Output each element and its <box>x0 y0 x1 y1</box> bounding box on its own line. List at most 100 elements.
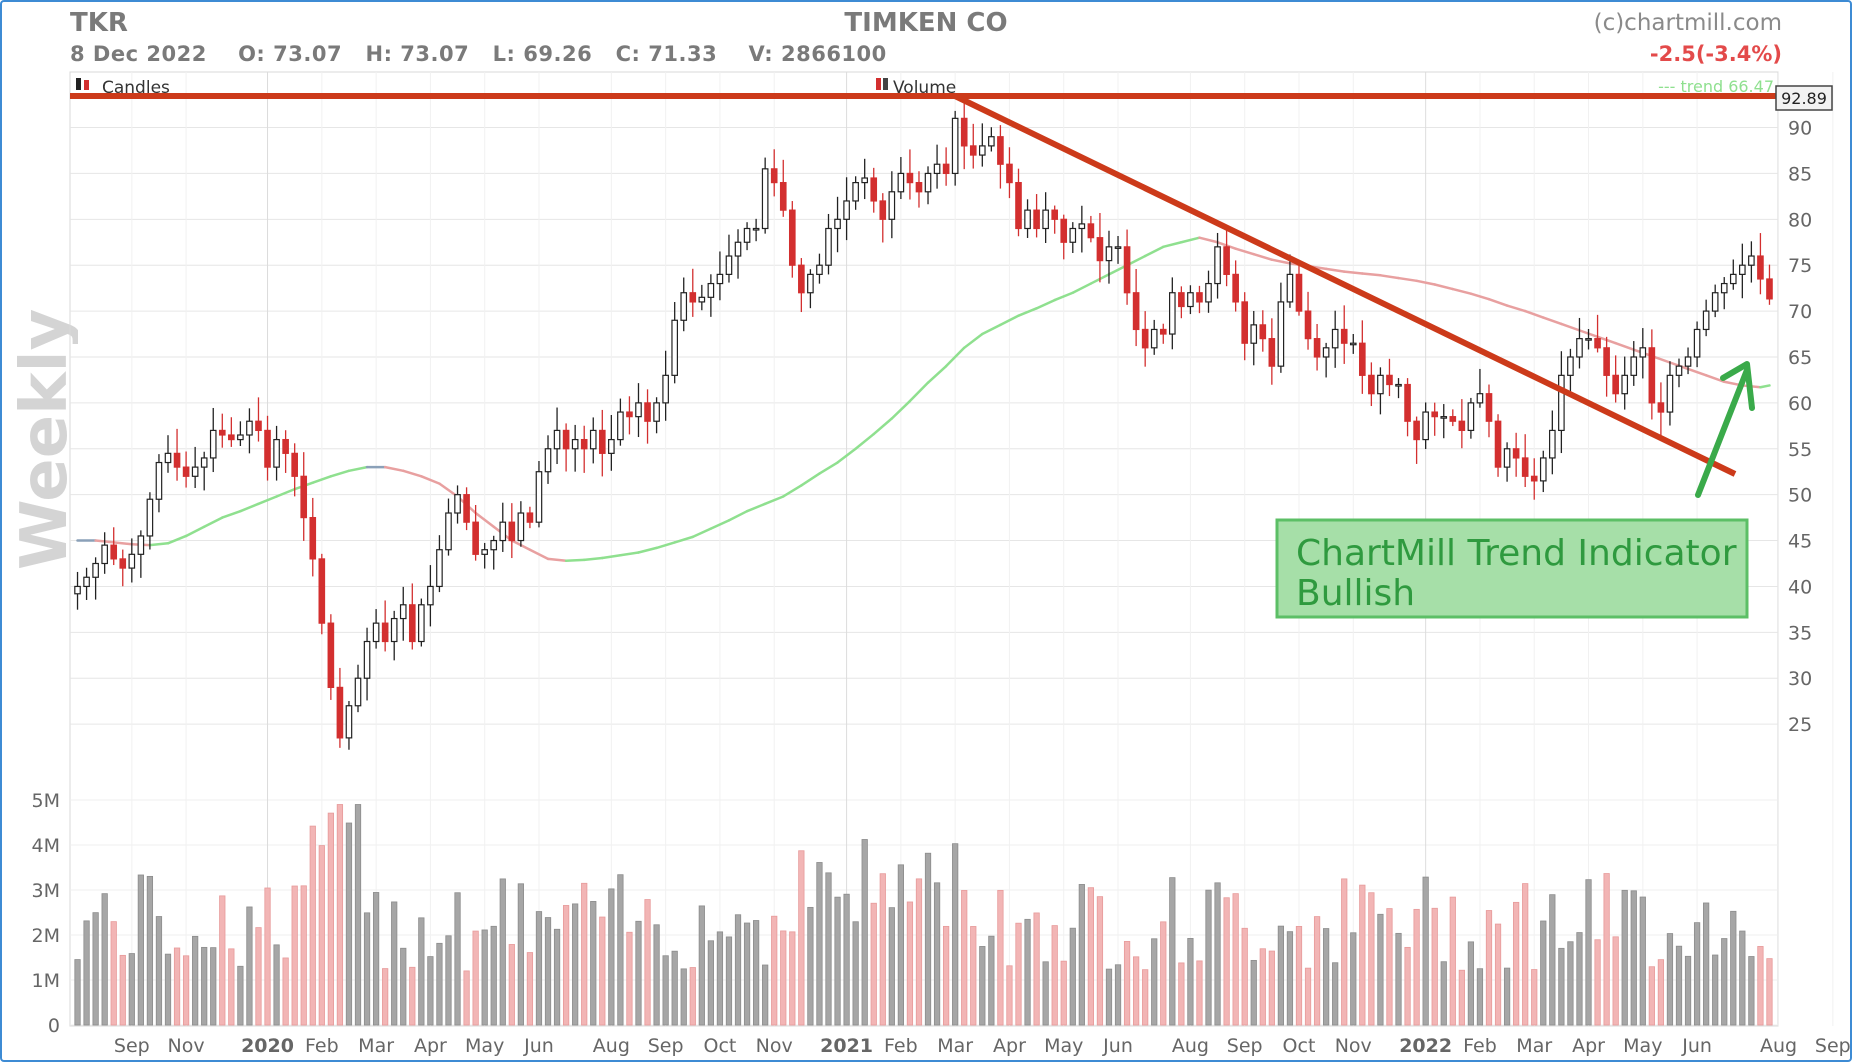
trend-segment <box>528 548 550 561</box>
candle-body <box>182 466 190 477</box>
volume-bar <box>924 852 932 1026</box>
volume-bar <box>1531 969 1538 1026</box>
volume-bar <box>1250 959 1257 1026</box>
candle-body <box>598 429 606 454</box>
candle-body <box>83 576 90 588</box>
candle-body <box>155 461 163 500</box>
trend-segment <box>655 541 676 550</box>
time-axis: Sep Nov 2020 Feb Mar Apr May Jun Aug Sep Oct Nov 202… <box>114 1035 1851 1057</box>
trend-segment <box>1342 270 1364 275</box>
volume-bar <box>436 942 443 1026</box>
candle-body <box>816 264 823 275</box>
price-tick-label: 85 <box>1788 163 1812 185</box>
candle-body <box>1205 282 1212 303</box>
volume-bar <box>1576 932 1583 1026</box>
volume-bar <box>1422 876 1429 1026</box>
volume-bar <box>517 883 524 1026</box>
candle-body <box>110 544 118 560</box>
candle-body <box>1060 218 1068 243</box>
volume-bar <box>1703 902 1710 1026</box>
volume-bar <box>291 885 298 1026</box>
volume-bar <box>1196 960 1203 1026</box>
candle-body <box>1322 347 1330 358</box>
copyright-link[interactable]: (c)chartmill.com <box>1593 10 1782 36</box>
volume-bar <box>1214 882 1221 1026</box>
trend-segment <box>999 314 1020 327</box>
volume-bar <box>888 907 895 1026</box>
volume-bar <box>372 892 380 1026</box>
candle-body <box>1377 374 1384 395</box>
trend-segment <box>1017 307 1038 317</box>
volume-bar <box>734 914 742 1026</box>
volume-bar <box>599 916 606 1026</box>
volume-bar <box>1721 938 1728 1026</box>
candle-body <box>1603 347 1610 376</box>
volume-bar <box>463 970 470 1026</box>
volume-bar <box>336 804 344 1026</box>
volume-bar <box>644 899 651 1026</box>
volume-bar <box>1684 955 1692 1026</box>
volume-bar <box>635 920 642 1026</box>
candle-body <box>1132 292 1140 331</box>
time-tick-label: May <box>465 1035 504 1057</box>
candle-body <box>1042 209 1049 230</box>
volume-bar <box>1169 877 1176 1026</box>
candle-body <box>1467 402 1475 432</box>
candle-body <box>1476 393 1484 404</box>
volume-bar <box>210 947 217 1026</box>
low-label: L: <box>492 42 516 66</box>
volume-bar <box>970 926 977 1026</box>
candle-body <box>897 172 905 193</box>
volume-bar <box>1187 938 1194 1026</box>
candle-body <box>390 617 398 643</box>
price-tag-box <box>1775 85 1833 111</box>
time-tick-label: Sep <box>1227 1035 1263 1057</box>
volume-bar <box>870 902 877 1026</box>
volume-bar <box>626 931 633 1026</box>
candle-body <box>137 535 145 555</box>
candle-body <box>580 438 588 450</box>
volume-bar <box>481 929 488 1026</box>
volume-bar <box>255 927 262 1026</box>
candle-body <box>571 438 579 450</box>
volume-bar <box>535 911 543 1026</box>
price-tag: 92.89 <box>1781 89 1827 108</box>
volume-bar <box>1268 950 1275 1026</box>
volume-bar <box>137 874 144 1026</box>
candle-body <box>209 429 217 459</box>
volume-bar <box>382 968 389 1026</box>
time-tick-label: Feb <box>1463 1035 1497 1057</box>
price-tick-label: 70 <box>1788 301 1812 323</box>
weekly-watermark: Weekly <box>8 309 78 570</box>
time-tick-label: Jun <box>523 1035 554 1057</box>
volume-tick-label: 5M <box>32 790 60 812</box>
trend-segment <box>184 525 206 538</box>
volume-bar <box>1223 897 1230 1026</box>
volume-bar <box>391 901 398 1026</box>
candle-body <box>1512 448 1520 459</box>
candle-body <box>1567 356 1574 376</box>
trend-segment <box>854 432 875 451</box>
volume-bar <box>300 885 307 1026</box>
time-tick-label: Feb <box>305 1035 339 1057</box>
volume-bar <box>798 850 805 1026</box>
volume-bar <box>264 887 271 1026</box>
candle-body <box>635 402 642 418</box>
volume-bar <box>201 946 208 1026</box>
candle-body <box>1422 411 1429 441</box>
price-change: -2.5(-3.4%) <box>1649 42 1782 66</box>
volume-bar <box>1594 939 1601 1026</box>
candle-body <box>861 177 869 184</box>
trend-segment <box>420 475 441 485</box>
candle-body <box>445 512 452 551</box>
volume-bar <box>1377 913 1384 1026</box>
volume-bar <box>1368 892 1375 1026</box>
high-value: 73.07 <box>400 42 470 66</box>
candle-body <box>1006 163 1013 184</box>
candle-body <box>960 117 968 147</box>
volume-bar <box>1277 925 1285 1026</box>
volume-bar <box>1241 927 1248 1026</box>
volume-bar <box>1078 884 1085 1026</box>
trend-segment <box>1270 258 1292 265</box>
